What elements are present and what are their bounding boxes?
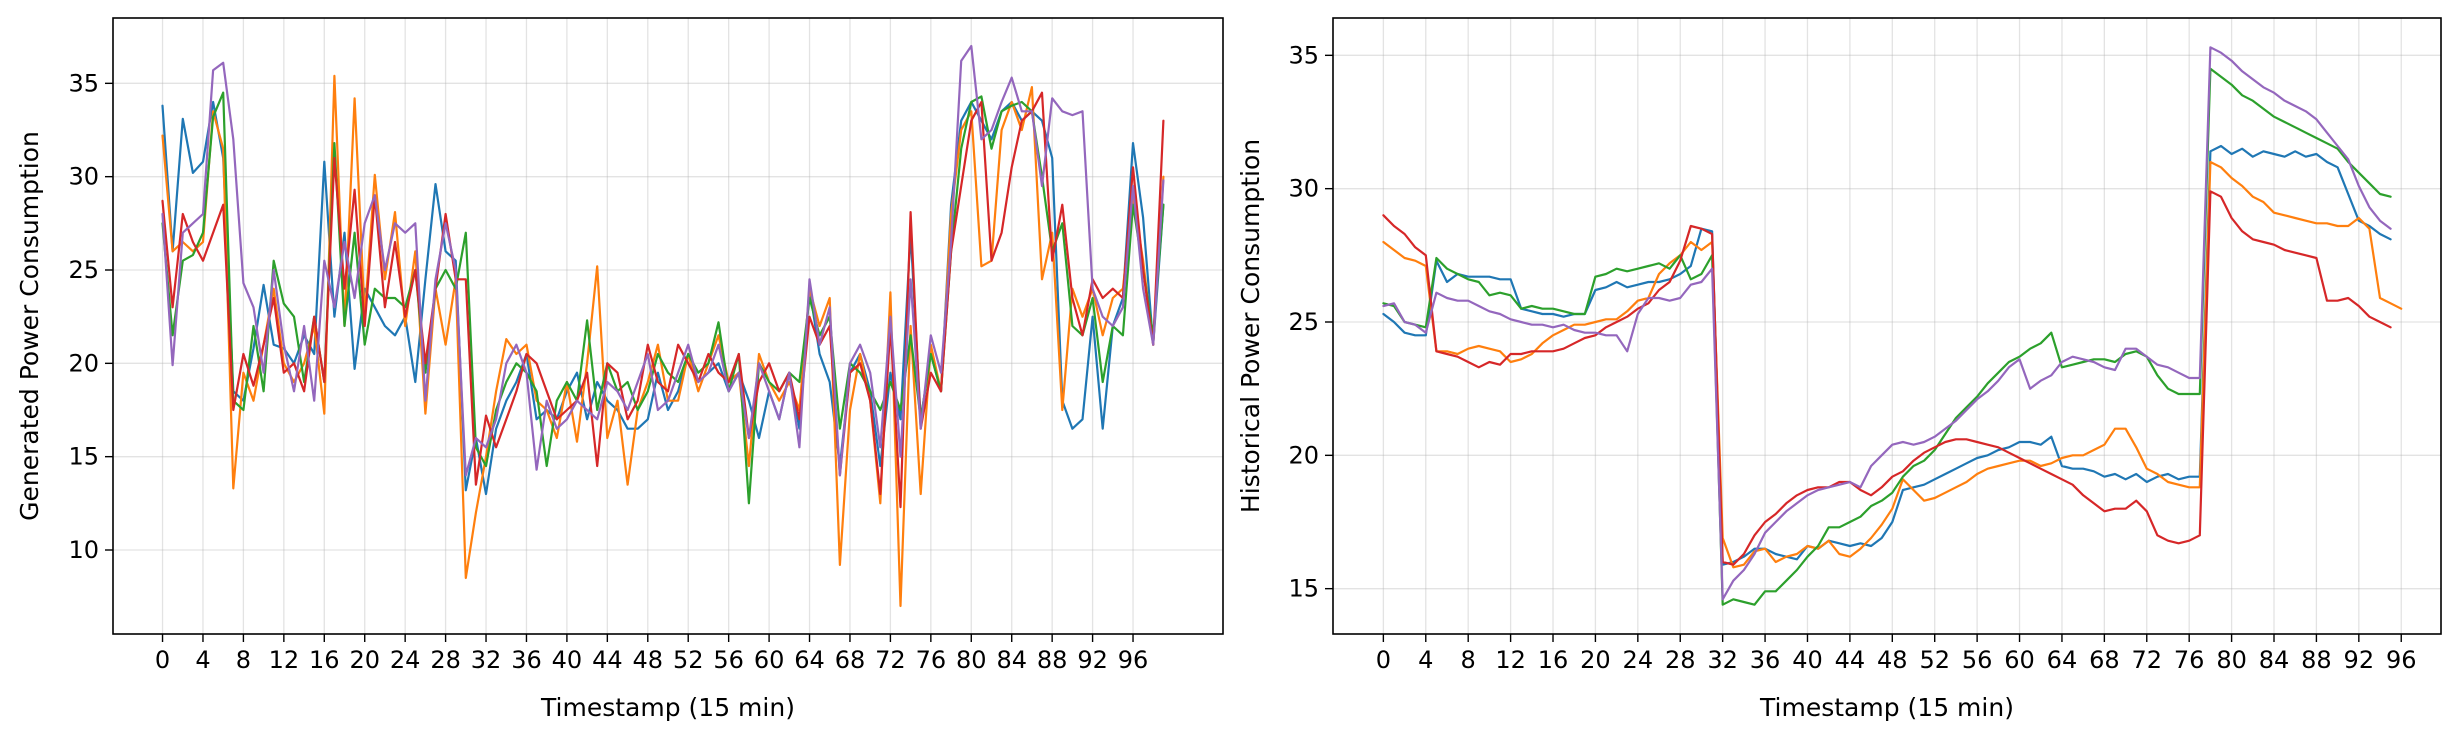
x-tick-label: 4 — [195, 646, 210, 674]
x-tick-label: 36 — [511, 646, 542, 674]
x-tick-label: 88 — [1037, 646, 1068, 674]
y-tick-label: 15 — [1288, 575, 1319, 603]
y-axis-label: Generated Power Consumption — [15, 131, 44, 521]
x-tick-label: 32 — [1707, 646, 1738, 674]
x-tick-label: 68 — [2089, 646, 2120, 674]
x-tick-label: 16 — [1538, 646, 1569, 674]
plot-frame — [112, 17, 1224, 635]
x-tick-label: 28 — [430, 646, 461, 674]
series-line-5 — [1382, 46, 2392, 601]
x-tick-label: 64 — [794, 646, 825, 674]
grid-lines — [1333, 18, 2441, 634]
series-line-4 — [161, 91, 1165, 509]
x-tick-label: 80 — [2216, 646, 2247, 674]
x-tick-label: 32 — [471, 646, 502, 674]
y-tick-label: 20 — [68, 349, 99, 377]
x-tick-label: 44 — [1835, 646, 1866, 674]
x-axis-label: Timestamp (15 min) — [1759, 693, 2014, 722]
x-tick-label: 72 — [2131, 646, 2162, 674]
y-axis-label: Historical Power Consumption — [1236, 139, 1265, 513]
x-tick-label: 84 — [996, 646, 1027, 674]
x-tick-label: 20 — [1580, 646, 1611, 674]
x-tick-label: 8 — [1461, 646, 1476, 674]
x-tick-label: 80 — [956, 646, 987, 674]
y-tick-label: 30 — [1288, 175, 1319, 203]
x-tick-label: 60 — [754, 646, 785, 674]
x-ticks: 0 4 8 12 16 20 24 28 32 36 40 44 48 52 56 60 64 68 72 76 80 8… — [1376, 634, 2417, 674]
series-line-2 — [1382, 160, 2403, 569]
x-tick-label: 20 — [349, 646, 380, 674]
plot-frame — [1332, 17, 2442, 635]
x-tick-label: 84 — [2259, 646, 2290, 674]
y-tick-label: 15 — [68, 443, 99, 471]
x-ticks: 0 4 8 12 16 20 24 28 32 36 40 44 48 52 56 60 64 68 72 76 80 8… — [155, 634, 1148, 674]
x-tick-label: 92 — [2344, 646, 2375, 674]
x-tick-label: 8 — [236, 646, 251, 674]
x-tick-label: 40 — [552, 646, 583, 674]
y-ticks: 10 15 20 25 30 35 — [68, 69, 113, 564]
x-tick-label: 12 — [1495, 646, 1526, 674]
series-lines — [161, 44, 1165, 608]
x-tick-label: 4 — [1418, 646, 1433, 674]
x-tick-label: 96 — [2386, 646, 2417, 674]
x-tick-label: 48 — [1877, 646, 1908, 674]
historical-power-chart: 0 4 8 12 16 20 24 28 32 36 40 44 48 52 56 60 64 68 72 76 80 8… — [1236, 17, 2442, 722]
x-tick-label: 24 — [390, 646, 421, 674]
x-tick-label: 88 — [2301, 646, 2332, 674]
y-ticks: 15 20 25 30 35 — [1288, 41, 1333, 603]
y-tick-label: 20 — [1288, 441, 1319, 469]
x-tick-label: 16 — [309, 646, 340, 674]
series-line-1 — [1382, 144, 2392, 566]
x-tick-label: 36 — [1750, 646, 1781, 674]
x-tick-label: 0 — [155, 646, 170, 674]
x-tick-label: 96 — [1118, 646, 1149, 674]
x-tick-label: 76 — [2174, 646, 2205, 674]
generated-power-chart: 0 4 8 12 16 20 24 28 32 36 40 44 48 52 56 60 64 68 72 76 80 8… — [15, 17, 1224, 722]
y-tick-label: 35 — [68, 69, 99, 97]
x-tick-label: 0 — [1376, 646, 1391, 674]
x-tick-label: 28 — [1665, 646, 1696, 674]
x-tick-label: 68 — [835, 646, 866, 674]
series-line-3 — [161, 91, 1165, 505]
x-tick-label: 48 — [633, 646, 664, 674]
x-axis-label: Timestamp (15 min) — [540, 693, 795, 722]
x-tick-label: 52 — [1919, 646, 1950, 674]
y-tick-label: 35 — [1288, 41, 1319, 69]
y-tick-label: 25 — [68, 256, 99, 284]
series-line-4 — [1382, 190, 2392, 566]
x-tick-label: 44 — [592, 646, 623, 674]
series-line-5 — [161, 44, 1165, 477]
x-tick-label: 56 — [1962, 646, 1993, 674]
x-tick-label: 56 — [713, 646, 744, 674]
x-tick-label: 12 — [269, 646, 300, 674]
x-tick-label: 72 — [875, 646, 906, 674]
grid-lines — [113, 18, 1223, 634]
y-tick-label: 30 — [68, 163, 99, 191]
x-tick-label: 64 — [2047, 646, 2078, 674]
x-tick-label: 52 — [673, 646, 704, 674]
series-line-3 — [1382, 67, 2392, 606]
x-tick-label: 24 — [1623, 646, 1654, 674]
x-tick-label: 92 — [1077, 646, 1108, 674]
x-tick-label: 76 — [916, 646, 947, 674]
series-lines — [1382, 46, 2403, 606]
y-tick-label: 25 — [1288, 308, 1319, 336]
x-tick-label: 60 — [2004, 646, 2035, 674]
x-tick-label: 40 — [1792, 646, 1823, 674]
y-tick-label: 10 — [68, 536, 99, 564]
